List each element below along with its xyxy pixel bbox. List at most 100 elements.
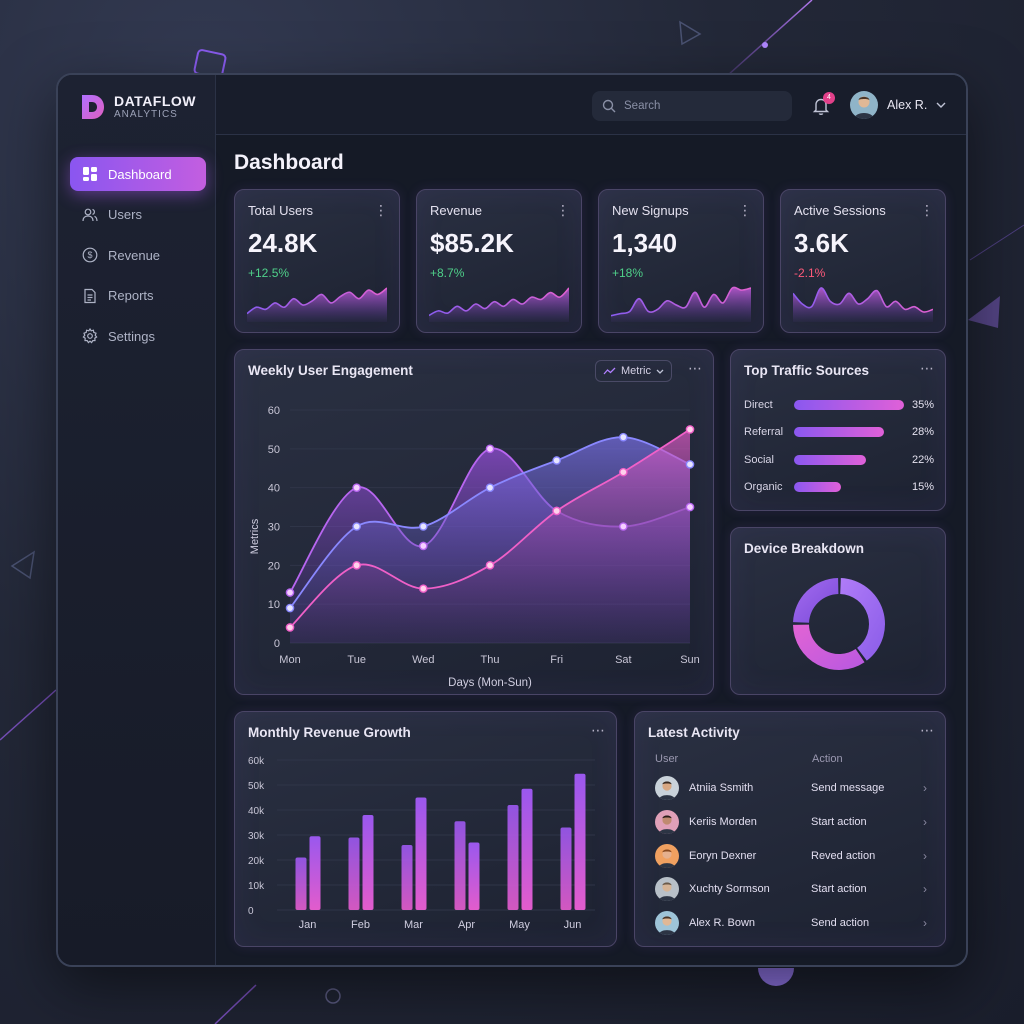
data-point <box>352 483 361 492</box>
bar <box>521 788 533 910</box>
y-tick-label: 60 <box>268 405 280 417</box>
traffic-sources-card: Top Traffic Sources ⋯ Direct 35% Referral 2… <box>730 349 946 511</box>
sparkline-line <box>247 287 387 315</box>
bar <box>309 836 321 910</box>
data-point <box>419 522 428 531</box>
activity-action: Send action <box>811 917 870 930</box>
sparkline-area <box>247 288 387 322</box>
user-name: Alex R. <box>887 98 928 112</box>
notification-badge: 4 <box>823 92 835 104</box>
sidebar-item-reports[interactable]: Reports <box>70 279 206 313</box>
activity-row[interactable]: Alex R. Bown Send action › <box>655 910 927 936</box>
bar <box>454 821 466 910</box>
traffic-bar <box>794 481 904 492</box>
avatar <box>655 911 679 936</box>
chevron-right-icon[interactable]: › <box>923 814 927 829</box>
traffic-percent: 28% <box>911 426 934 439</box>
y-tick-label: 30 <box>268 522 280 534</box>
data-point <box>419 584 428 593</box>
sidebar-item-dashboard[interactable]: Dashboard <box>70 157 206 191</box>
data-point <box>619 432 628 442</box>
sparkline-area <box>793 287 933 322</box>
sidebar-item-revenue[interactable]: $ Revenue <box>70 238 206 272</box>
more-options-icon[interactable]: ⋮ <box>374 202 388 218</box>
user-menu[interactable]: Alex R. <box>850 91 946 119</box>
more-options-icon[interactable]: ⋯ <box>688 360 702 376</box>
traffic-row: Direct 35% <box>744 399 934 411</box>
device-breakdown-card: Device Breakdown <box>730 527 946 695</box>
card-title: Monthly Revenue Growth <box>248 725 411 740</box>
bar <box>348 837 360 910</box>
y-tick-label: 10 <box>268 599 280 611</box>
card-title: Device Breakdown <box>744 541 865 556</box>
metric-dropdown[interactable]: Metric <box>595 360 672 382</box>
svg-text:$: $ <box>87 250 92 260</box>
chevron-right-icon[interactable]: › <box>923 916 927 931</box>
kpi-title: New Signups <box>612 203 689 218</box>
sidebar: DATAFLOW ANALYTICS Dashboard Users $ <box>58 75 216 965</box>
chevron-right-icon[interactable]: › <box>923 781 927 795</box>
traffic-percent: 22% <box>911 453 934 466</box>
activity-action: Start action <box>811 815 867 828</box>
search-placeholder: Search <box>624 100 661 112</box>
activity-row[interactable]: Keriis Morden Start action › <box>655 809 927 835</box>
chevron-right-icon[interactable]: › <box>923 848 927 863</box>
y-tick-label: 20 <box>268 560 280 572</box>
data-point <box>552 506 561 516</box>
x-tick-label: May <box>509 919 530 931</box>
activity-row[interactable]: Atniia Ssmith Send message › <box>655 775 927 801</box>
donut-slice <box>840 578 885 661</box>
traffic-row: Organic 15% <box>744 481 934 493</box>
dataflow-logo-icon <box>82 95 104 119</box>
data-point <box>352 522 361 531</box>
more-options-icon[interactable]: ⋯ <box>920 722 934 738</box>
bell-icon[interactable] <box>812 96 830 116</box>
sidebar-item-settings[interactable]: Settings <box>70 319 206 353</box>
data-point <box>285 588 295 597</box>
traffic-bar <box>794 400 904 410</box>
y-tick-label: 60k <box>248 756 265 767</box>
series-area <box>290 429 690 643</box>
activity-row[interactable]: Eoryn Dexner Reved action › <box>655 843 927 869</box>
bar <box>362 815 374 910</box>
bar <box>468 842 480 910</box>
activity-row[interactable]: Xuchty Sormson Start action › <box>655 876 927 902</box>
y-tick-label: 10k <box>248 881 265 892</box>
bar <box>415 797 427 910</box>
bar <box>401 845 413 910</box>
more-options-icon[interactable]: ⋮ <box>738 202 752 218</box>
chevron-right-icon[interactable]: › <box>923 882 927 897</box>
x-tick-label: Jan <box>299 919 317 931</box>
traffic-bar-fill <box>794 400 904 410</box>
column-header-action: Action <box>812 753 843 765</box>
kpi-card-new-signups: New Signups ⋮ 1,340 +18% <box>598 189 764 333</box>
data-point <box>485 483 495 492</box>
activity-user: Atniia Ssmith <box>689 782 754 794</box>
more-options-icon[interactable]: ⋮ <box>920 202 934 218</box>
sidebar-nav: Dashboard Users $ Revenue Reports <box>70 157 206 360</box>
data-point <box>352 561 361 570</box>
kpi-card-total-users: Total Users ⋮ 24.8K +12.5% <box>234 189 400 333</box>
data-point <box>619 522 628 531</box>
device-donut-chart <box>793 578 885 670</box>
kpi-value: 3.6K <box>794 228 849 258</box>
donut-slice <box>793 578 839 623</box>
main-content: Dashboard Total Users ⋮ 24.8K +12.5% Rev… <box>216 135 966 965</box>
column-header-user: User <box>655 753 679 765</box>
traffic-label: Referral <box>744 426 784 439</box>
y-tick-label: 50k <box>248 781 265 792</box>
dashboard-icon <box>82 166 98 182</box>
users-icon <box>82 207 98 223</box>
y-axis-label: Metrics <box>249 518 261 554</box>
kpi-delta: -2.1% <box>794 266 826 280</box>
more-options-icon[interactable]: ⋮ <box>556 202 570 218</box>
sidebar-item-label: Revenue <box>108 247 161 263</box>
search-input[interactable]: Search <box>592 91 792 121</box>
bar <box>295 857 307 910</box>
more-options-icon[interactable]: ⋯ <box>920 360 934 376</box>
trend-icon <box>603 367 616 375</box>
avatar <box>655 809 679 834</box>
kpi-value: $85.2K <box>430 228 514 258</box>
more-options-icon[interactable]: ⋯ <box>591 722 605 738</box>
sidebar-item-users[interactable]: Users <box>70 198 206 232</box>
